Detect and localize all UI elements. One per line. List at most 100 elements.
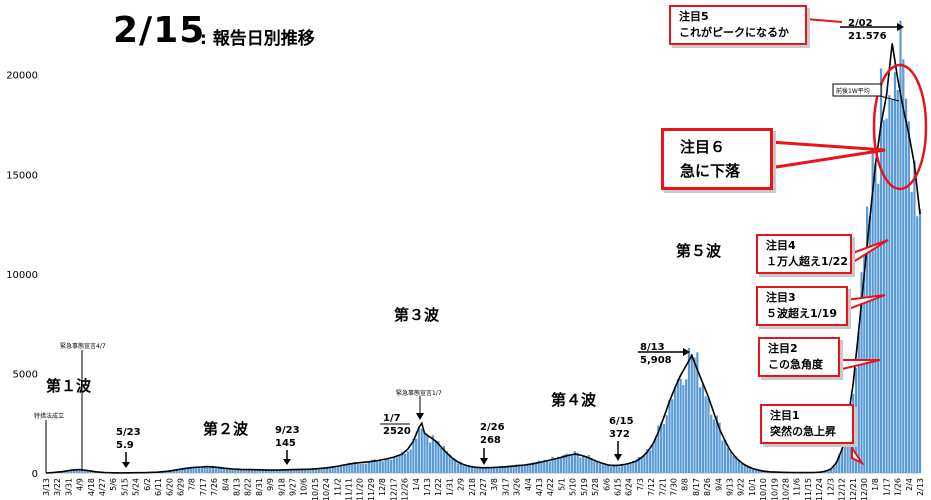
bar-104	[334, 467, 337, 473]
bar-70	[239, 469, 242, 473]
x-tick-label-0: 3/13	[42, 478, 51, 496]
x-tick-label-49: 5/28	[591, 478, 600, 496]
bar-149	[459, 461, 462, 473]
callout-6-text: 急に下落	[680, 162, 741, 180]
bar-208	[623, 465, 627, 473]
bar-126	[395, 457, 398, 473]
bar-17	[92, 471, 95, 473]
x-tick-label-20: 9/9	[266, 478, 275, 491]
bar-256	[757, 469, 760, 473]
bar-9	[69, 470, 73, 473]
annotation-923-value: 145	[275, 438, 296, 449]
bar-231	[687, 348, 691, 473]
bar-218	[651, 444, 654, 473]
bar-314	[918, 209, 922, 473]
bar-107	[342, 464, 345, 473]
bar-193	[582, 456, 585, 473]
bar-71	[242, 469, 245, 473]
bar-13	[81, 470, 84, 473]
x-tick-label-45: 4/22	[546, 478, 555, 496]
bar-157	[481, 467, 485, 473]
x-tick-label-16: 8/4	[221, 478, 230, 491]
annotation-202: 2/02 21.576	[848, 17, 887, 43]
bar-183	[554, 458, 557, 473]
bar-84	[278, 470, 281, 473]
wave-5-label: 第５波	[676, 242, 722, 260]
bar-66	[228, 468, 231, 473]
callout-4-text: １万人超え1/22	[766, 255, 848, 268]
bar-137	[426, 435, 429, 473]
callout-2: 注目2 この急角度	[758, 337, 840, 377]
bar-243	[721, 440, 724, 473]
bar-238	[707, 398, 710, 473]
annotation-17-value: 2520	[383, 426, 411, 437]
x-tick-label-75: 1/17	[882, 478, 891, 496]
bar-177	[537, 460, 540, 473]
x-tick-label-57: 8/8	[681, 478, 690, 491]
bar-125	[392, 457, 396, 473]
bar-199	[598, 463, 602, 473]
bar-101	[326, 467, 329, 473]
law-label: 特措法成立	[34, 413, 65, 420]
bar-186	[562, 454, 565, 473]
bar-309	[904, 98, 908, 473]
x-tick-label-77: 2/4	[905, 478, 914, 491]
annotation-813: 8/13 5,908	[640, 341, 672, 367]
bar-152	[467, 466, 471, 473]
bar-197	[593, 461, 596, 473]
bar-65	[225, 467, 229, 473]
bar-221	[660, 422, 663, 473]
y-tick-label-4: 20000	[6, 71, 38, 82]
bars	[47, 20, 922, 474]
bar-74	[250, 469, 254, 473]
callout-4: 注目4 １万人超え1/22	[756, 234, 852, 274]
avg-line-group	[45, 43, 921, 474]
bar-292	[857, 332, 860, 473]
bar-291	[854, 368, 858, 473]
bar-173	[526, 463, 529, 473]
x-tick-label-19: 8/31	[255, 478, 264, 496]
x-tick-label-4: 4/18	[87, 478, 96, 496]
x-tick-label-8: 5/24	[132, 478, 141, 496]
bar-99	[320, 468, 323, 473]
bar-100	[323, 468, 326, 473]
avg-pointer	[879, 95, 900, 102]
bar-212	[634, 461, 638, 473]
x-tick-label-28: 11/20	[356, 478, 365, 500]
bar-59	[209, 466, 212, 473]
x-tick-label-15: 7/26	[210, 478, 219, 496]
bar-46	[172, 470, 176, 473]
bar-94	[306, 469, 309, 473]
bar-171	[520, 465, 524, 473]
bar-170	[518, 464, 521, 473]
bar-118	[373, 459, 376, 473]
bar-54	[195, 467, 198, 473]
bar-302	[885, 118, 888, 474]
x-tick-label-27: 11/11	[345, 478, 354, 500]
x-tick-label-66: 10/28	[782, 478, 791, 500]
x-tick-label-23: 10/6	[300, 478, 309, 496]
x-tick-label-69: 11/24	[815, 478, 824, 500]
bar-220	[657, 425, 660, 473]
bar-77	[259, 469, 262, 473]
bar-63	[220, 467, 223, 473]
x-tick-label-2: 3/31	[64, 478, 73, 496]
bar-258	[763, 471, 766, 473]
bar-280	[824, 471, 827, 473]
bar-96	[312, 468, 315, 473]
bar-98	[317, 468, 320, 473]
bar-64	[223, 468, 226, 473]
annotation-523: 5/23 5.9	[116, 426, 141, 452]
bar-312	[913, 160, 916, 473]
bar-311	[910, 191, 913, 473]
x-tick-label-78: 2/13	[916, 478, 925, 496]
bar-182	[551, 456, 554, 473]
bar-69	[236, 469, 240, 473]
bar-282	[829, 469, 833, 473]
bar-14	[83, 470, 87, 473]
bar-307	[899, 20, 902, 474]
callout-5-text: これがピークになるか	[679, 26, 789, 39]
bar-288	[846, 417, 849, 473]
bar-251	[743, 464, 746, 473]
bar-141	[437, 440, 440, 473]
